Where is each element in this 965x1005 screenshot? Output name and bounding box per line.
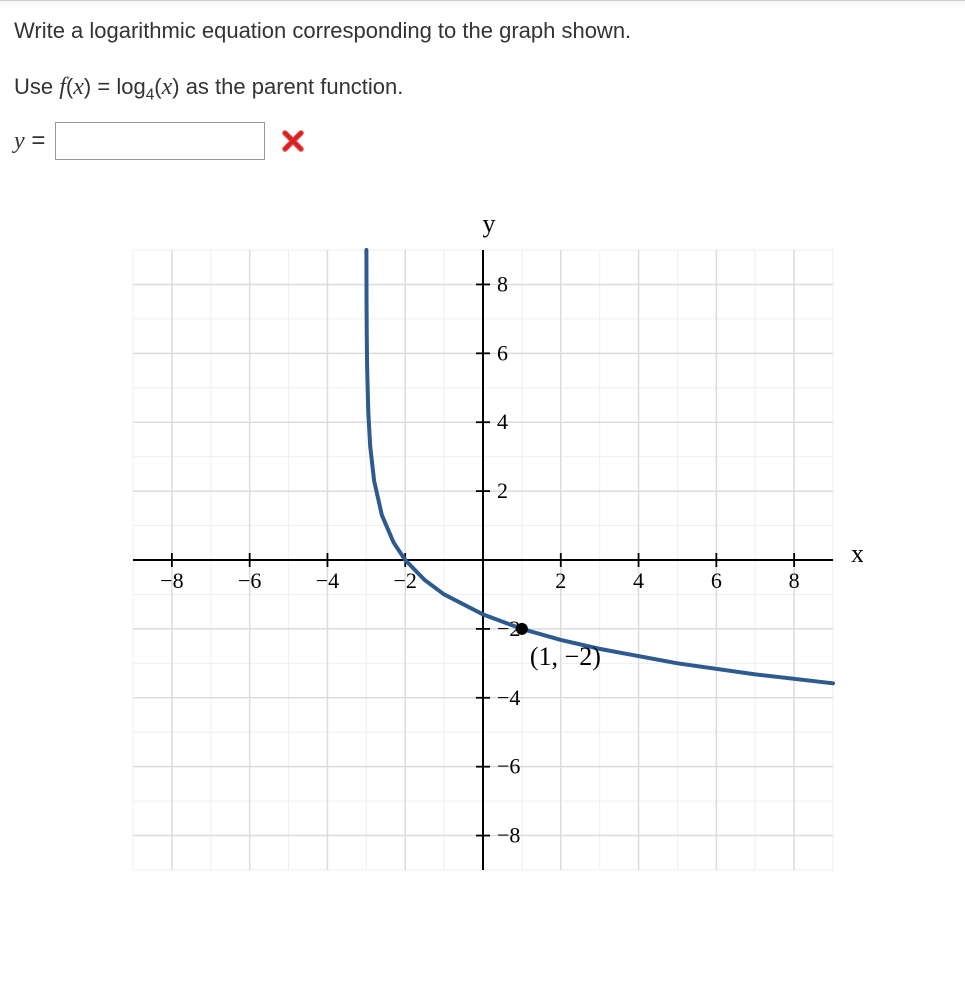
log-arg: x [162,74,173,100]
log-close: ) [172,74,179,99]
incorrect-icon [281,129,305,153]
question-line2: Use f(x) = log4(x) as the parent functio… [14,74,951,104]
x-tick-label: 4 [633,568,644,593]
y-tick-label: −4 [497,685,520,710]
y-axis-label: y [482,209,495,238]
top-rule [0,0,965,6]
y-tick-label: 2 [497,479,508,504]
question-line1: Write a logarithmic equation correspondi… [14,18,951,44]
fx-eq: = [97,74,116,99]
line2-prefix: Use [14,74,59,99]
marked-point [515,623,527,635]
x-tick-label: −2 [393,568,416,593]
y-tick-label: 6 [497,341,508,366]
x-tick-label: −6 [237,568,260,593]
y-tick-label: 4 [497,410,508,435]
y-equals: y = [14,127,45,155]
log-base: 4 [146,86,155,103]
plot-wrap: −8−6−4−22468−8−6−4−22468yx(1, −2) [14,200,951,890]
fx-close: ) [84,74,91,99]
y-tick-label: 8 [497,272,508,297]
answer-input[interactable] [55,122,265,160]
answer-row: y = [14,122,951,160]
log-open: ( [154,74,161,99]
x-axis-label: x [851,539,863,568]
fx-x: x [73,74,84,100]
marked-point-label: (1, −2) [529,642,600,671]
x-tick-label: −8 [160,568,183,593]
y-tick-label: −6 [497,754,520,779]
x-tick-label: 6 [710,568,721,593]
y-tick-label: −8 [497,823,520,848]
x-tick-label: −4 [315,568,338,593]
x-tick-label: 2 [555,568,566,593]
x-tick-label: 8 [788,568,799,593]
y-label: y [14,128,25,154]
y-eq-sign: = [25,127,46,154]
line2-suffix: as the parent function. [186,74,404,99]
log-word: log [116,74,145,99]
question-content: Write a logarithmic equation correspondi… [0,8,965,890]
fx-f: f [59,74,66,100]
graph: −8−6−4−22468−8−6−4−22468yx(1, −2) [103,200,863,890]
